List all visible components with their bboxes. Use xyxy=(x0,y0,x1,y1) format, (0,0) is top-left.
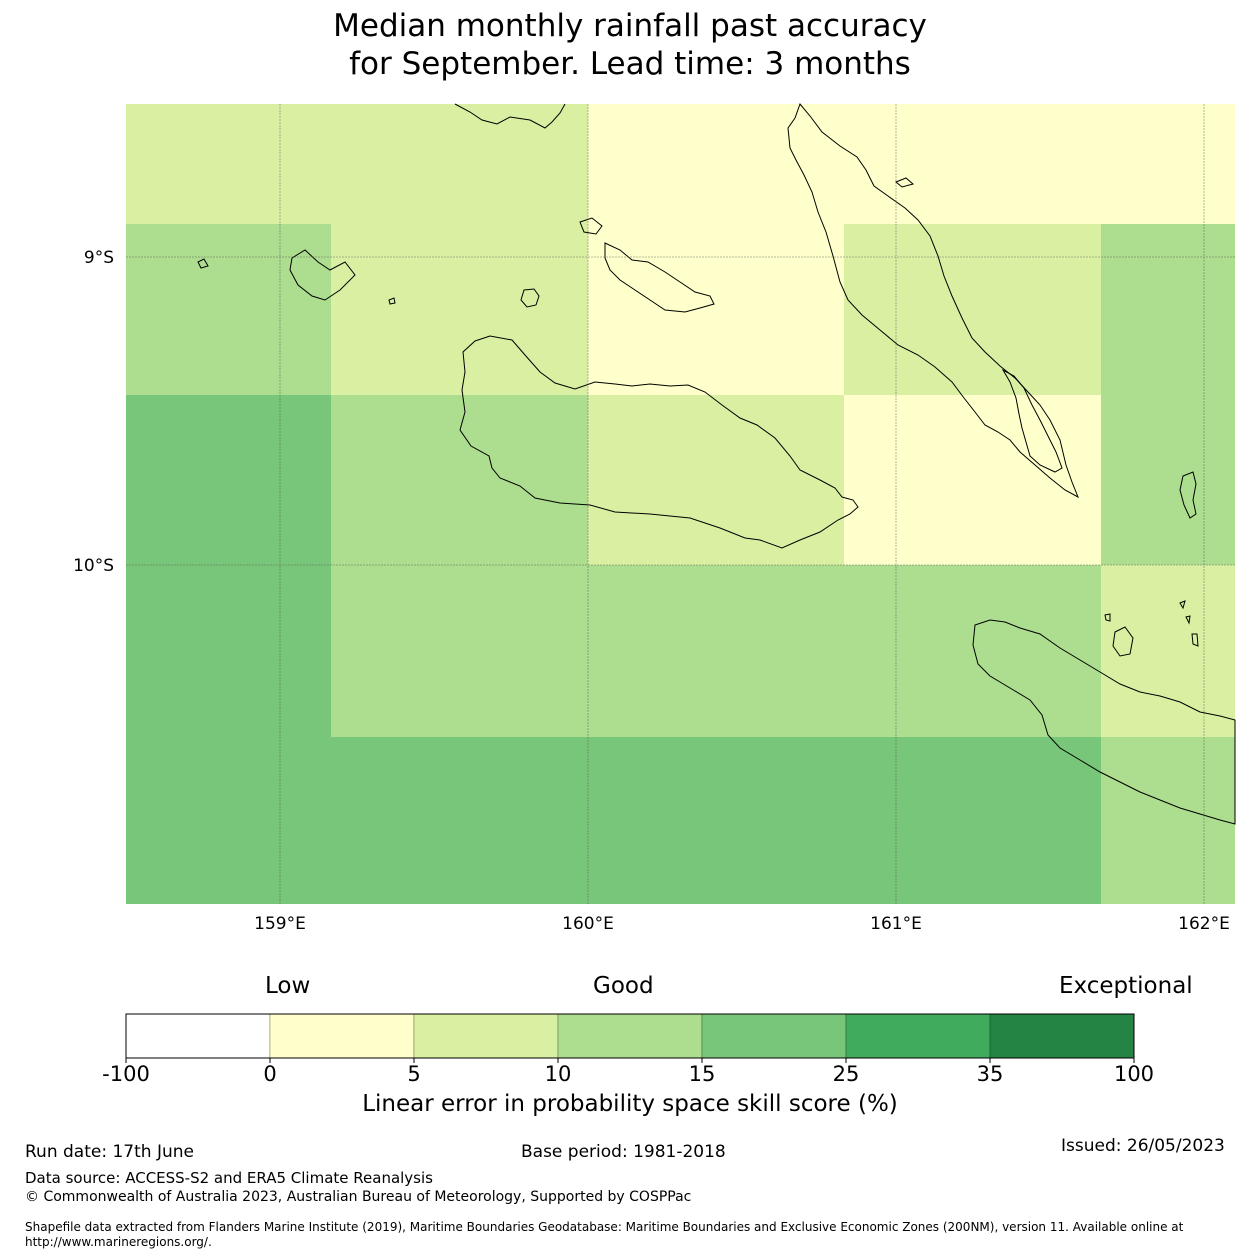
coastline-guadalcanal xyxy=(459,335,859,549)
grid-cell xyxy=(1101,565,1235,737)
map-gridlines xyxy=(126,104,1235,904)
grid-cell xyxy=(126,224,331,395)
coastline-santa-isabel xyxy=(454,103,566,129)
coastlines xyxy=(197,103,1236,825)
colorbar-tick-label: 35 xyxy=(977,1062,1004,1086)
grid-cell xyxy=(126,104,588,224)
coastline-islet xyxy=(895,177,915,188)
grid-cell xyxy=(588,224,844,395)
colorbar-tick-label: 25 xyxy=(833,1062,860,1086)
colorbar-tick-label: 15 xyxy=(689,1062,716,1086)
coastline-islet xyxy=(388,297,396,305)
category-low: Low xyxy=(265,973,311,999)
coastline-malaita xyxy=(787,103,1079,499)
map-title-line-1: Median monthly rainfall past accuracy xyxy=(333,8,927,44)
coastline-islet xyxy=(579,217,603,235)
coastline-uki xyxy=(1112,626,1134,657)
category-good: Good xyxy=(593,973,654,999)
grid-cell xyxy=(588,395,844,565)
grid-cell xyxy=(331,224,588,395)
colorbar-tick-label: 5 xyxy=(407,1062,420,1086)
shapefile-credit-line-1: Shapefile data extracted from Flanders M… xyxy=(25,1220,1184,1234)
category-exceptional: Exceptional xyxy=(1059,973,1193,999)
colorbar-tick-label: 0 xyxy=(263,1062,276,1086)
grid-cell xyxy=(1101,737,1235,904)
coastline-islet xyxy=(1104,613,1111,622)
grid-cell xyxy=(1101,395,1235,565)
colorbar-bin xyxy=(413,1013,559,1059)
colorbar-tick-label: 10 xyxy=(545,1062,572,1086)
grid-cell xyxy=(1101,224,1235,395)
colorbar-bin xyxy=(269,1013,415,1059)
map-title-line-2: for September. Lead time: 3 months xyxy=(349,46,911,82)
issued-date: Issued: 26/05/2023 xyxy=(1061,1136,1225,1156)
longitude-label: 160°E xyxy=(562,914,614,934)
shapefile-credit-line-2: http://www.marineregions.org/. xyxy=(25,1235,212,1249)
shapefile-credit: Shapefile data extracted from Flanders M… xyxy=(25,1220,1183,1250)
coastline-islet xyxy=(1179,600,1186,610)
colorbar-bin xyxy=(989,1013,1135,1059)
grid-cell xyxy=(126,737,1101,904)
copyright: © Commonwealth of Australia 2023, Austra… xyxy=(25,1189,692,1205)
colorbar-tick-label: 100 xyxy=(1114,1062,1154,1086)
latitude-label: 10°S xyxy=(73,556,114,576)
coastline-islet xyxy=(1191,633,1199,647)
grid-cell xyxy=(126,395,331,565)
latitude-labels: 9°S 10°S xyxy=(73,248,114,576)
longitude-label: 159°E xyxy=(254,914,306,934)
colorbar-frame xyxy=(125,1013,1135,1059)
colorbar-bin xyxy=(557,1013,703,1059)
longitude-labels: 159°E 160°E 161°E 162°E xyxy=(254,914,1230,934)
longitude-label: 162°E xyxy=(1178,914,1230,934)
colorbar-tick-label: -100 xyxy=(102,1062,150,1086)
data-source: Data source: ACCESS-S2 and ERA5 Climate … xyxy=(25,1169,433,1187)
run-date: Run date: 17th June xyxy=(25,1142,194,1162)
coastline-savo xyxy=(520,288,540,308)
coastline-makira xyxy=(972,619,1236,825)
skill-score-grid xyxy=(126,104,1235,904)
coastline-islet xyxy=(1185,615,1191,625)
grid-cell xyxy=(331,565,1101,737)
grid-cell xyxy=(588,104,1235,224)
base-period: Base period: 1981-2018 xyxy=(521,1142,726,1162)
grid-cell xyxy=(331,395,588,565)
grid-cell xyxy=(126,565,331,737)
grid-cell xyxy=(844,395,1101,565)
map-title: Median monthly rainfall past accuracy fo… xyxy=(0,7,1260,83)
latitude-label: 9°S xyxy=(84,248,114,268)
colorbar-bin xyxy=(125,1013,271,1059)
coastline-small-malaita xyxy=(1001,368,1063,473)
longitude-label: 161°E xyxy=(870,914,922,934)
coastline-islet xyxy=(197,258,209,269)
grid-cell xyxy=(844,224,1101,395)
coastline-florida-islands xyxy=(604,242,715,313)
coastline-russell-islands xyxy=(289,249,356,301)
coastline-ulawa xyxy=(1179,471,1197,519)
skill-score-map: 9°S 10°S 159°E 160°E 161°E 162°E xyxy=(73,103,1236,934)
colorbar-bin xyxy=(845,1013,991,1059)
colorbar-title: Linear error in probability space skill … xyxy=(362,1091,898,1117)
colorbar-bin xyxy=(701,1013,847,1059)
